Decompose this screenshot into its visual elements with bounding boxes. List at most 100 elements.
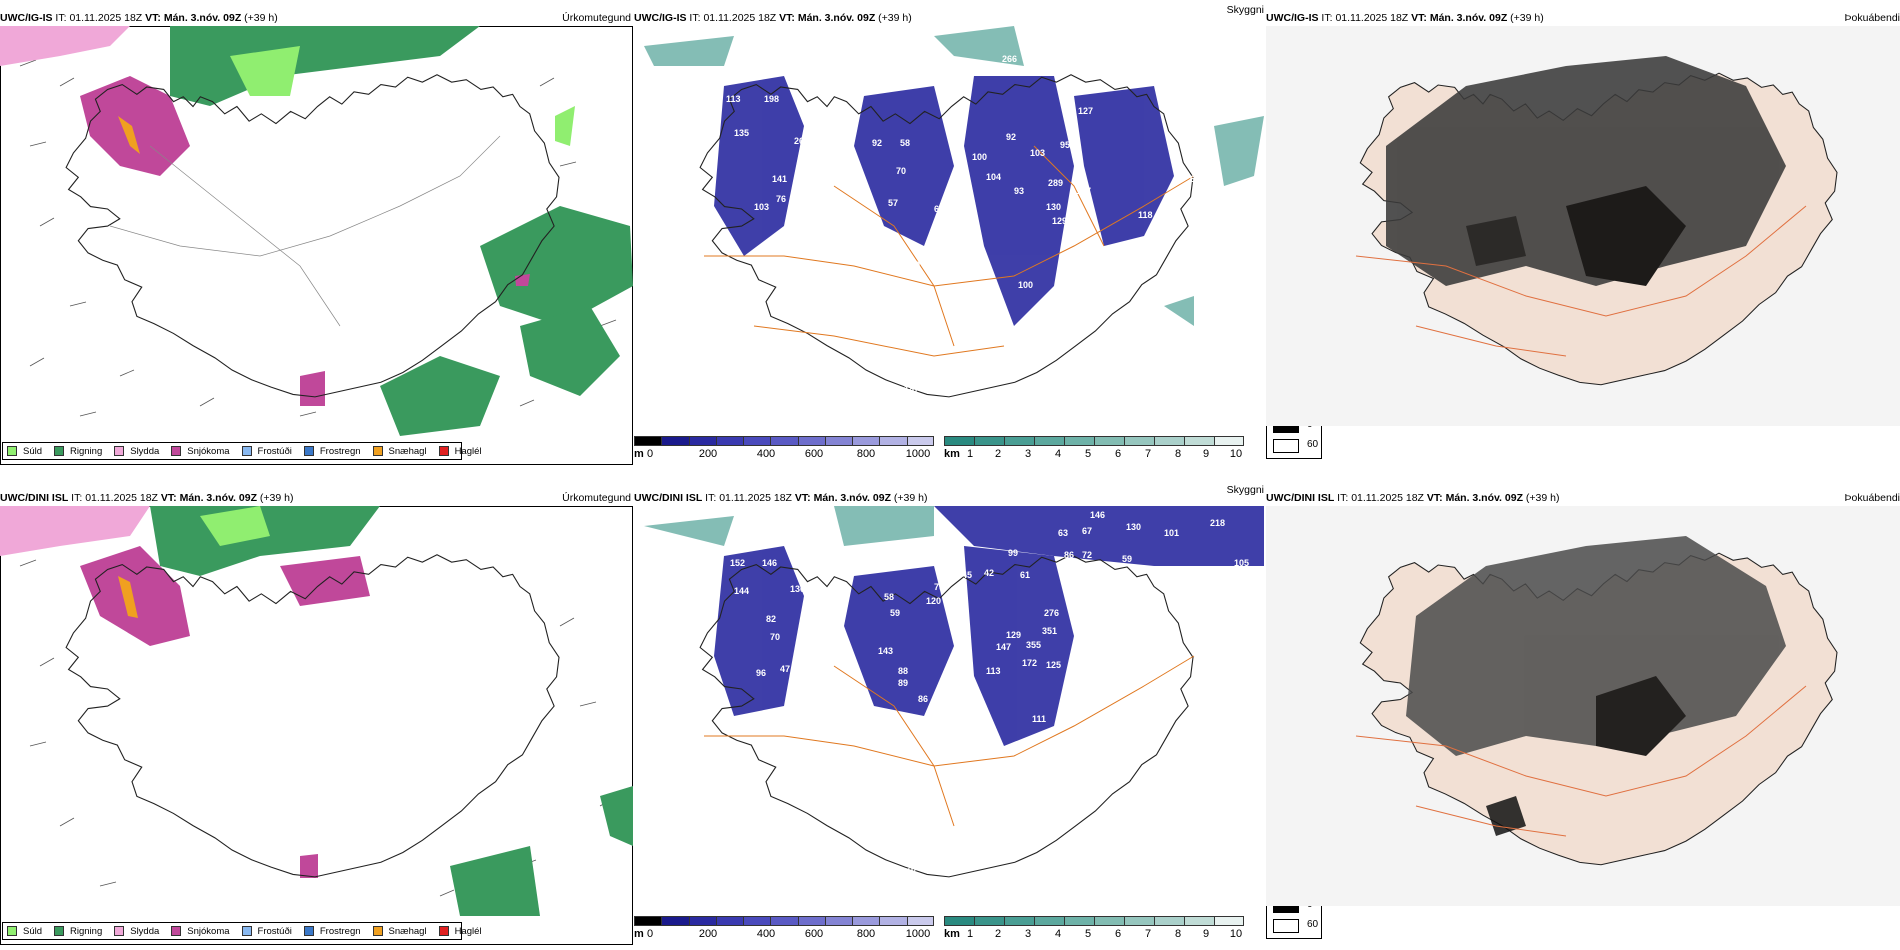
colorbar-segment — [1034, 436, 1064, 446]
svg-text:92: 92 — [872, 138, 882, 148]
svg-text:190: 190 — [1130, 648, 1145, 658]
svg-text:59: 59 — [1122, 554, 1132, 564]
colorbar-segment — [1124, 436, 1154, 446]
svg-text:105: 105 — [1234, 558, 1249, 568]
svg-text:125: 125 — [1046, 660, 1061, 670]
svg-text:50: 50 — [1062, 338, 1072, 348]
svg-text:111: 111 — [1032, 714, 1046, 724]
svg-text:82: 82 — [766, 614, 776, 624]
svg-text:135: 135 — [734, 128, 749, 138]
legend-item: Snjókoma — [171, 446, 230, 457]
colorbar-segment — [743, 916, 771, 926]
cloud-base-map: 113 198 135 266 437 141 76 103 48 163 10… — [644, 26, 1264, 398]
snow-area — [300, 371, 325, 406]
cloud-labels: 152 146 144 136 82 70 96 47 58 59 143 88… — [730, 510, 1249, 874]
panel-header: UWC/IG-IS IT: 01.11.2025 18Z VT: Mán. 3.… — [1266, 12, 1544, 24]
svg-text:88: 88 — [898, 666, 908, 676]
visibility-colorbar — [944, 916, 1244, 926]
svg-text:104: 104 — [986, 172, 1001, 182]
colorbar-segment — [1004, 436, 1034, 446]
svg-text:437: 437 — [820, 136, 835, 146]
colorbar-segment — [944, 916, 974, 926]
colorbar-segment — [1004, 916, 1034, 926]
svg-text:61: 61 — [1020, 570, 1030, 580]
vt-label: VT: — [145, 12, 161, 24]
colorbar-segment — [688, 916, 716, 926]
svg-text:218: 218 — [1210, 518, 1225, 528]
svg-text:70: 70 — [896, 166, 906, 176]
fog-indicator-panel-bottom: UWC/DINI ISL IT: 01.11.2025 18Z VT: Mán.… — [1266, 490, 1900, 906]
svg-text:70: 70 — [770, 632, 780, 642]
panel-title: Úrkomutegund — [562, 492, 631, 504]
panel-title: Skyggni — [1226, 484, 1264, 496]
graupel-area — [118, 116, 140, 154]
snow-area — [515, 274, 530, 286]
svg-text:100: 100 — [1018, 280, 1033, 290]
fog-map — [1266, 506, 1900, 906]
roads — [109, 135, 501, 327]
visibility-unit: km — [944, 448, 960, 460]
panel-title: Úrkomutegund — [562, 12, 631, 24]
colorbar-segment — [906, 436, 934, 446]
colorbar-segment — [770, 436, 798, 446]
precip-map — [0, 506, 633, 916]
colorbar-segment — [770, 916, 798, 926]
svg-text:75: 75 — [1082, 666, 1092, 676]
colorbar-segment — [1184, 436, 1214, 446]
legend-item: Súld — [7, 446, 42, 457]
colorbar-segment — [688, 436, 716, 446]
svg-text:95: 95 — [1060, 140, 1070, 150]
legend-item: Frostregn — [303, 446, 361, 457]
svg-text:59: 59 — [890, 608, 900, 618]
svg-text:57: 57 — [888, 198, 898, 208]
lead-time: (+39 h) — [244, 12, 278, 24]
drizzle-area — [555, 106, 575, 146]
svg-text:48: 48 — [780, 238, 790, 248]
svg-text:355: 355 — [1026, 640, 1041, 650]
svg-text:99: 99 — [1008, 548, 1018, 558]
svg-text:266: 266 — [794, 136, 809, 146]
svg-text:96: 96 — [756, 668, 766, 678]
panel-header: UWC/IG-IS IT: 01.11.2025 18Z VT: Mán. 3.… — [634, 12, 912, 24]
svg-text:141: 141 — [772, 174, 787, 184]
colorbar-segment — [661, 916, 689, 926]
svg-text:127: 127 — [1078, 106, 1093, 116]
visibility-unit: km — [944, 928, 960, 940]
precip-type-legend: Súld Rigning Slydda Snjókoma Frostúði Fr… — [2, 922, 482, 940]
svg-text:351: 351 — [1042, 626, 1057, 636]
colorbar-segment — [824, 916, 853, 926]
legend-item: Rigning — [54, 446, 102, 457]
svg-text:129: 129 — [1052, 216, 1067, 226]
rain-area — [380, 356, 500, 436]
colorbar-segment — [634, 916, 662, 926]
colorbar-segment — [1154, 436, 1184, 446]
svg-text:120: 120 — [926, 596, 941, 606]
precip-type-panel-bottom: UWC/DINI ISL IT: 01.11.2025 18Z VT: Mán.… — [0, 490, 635, 945]
legend-item: Snæhagl — [372, 446, 427, 457]
svg-text:87: 87 — [1110, 248, 1120, 258]
svg-text:58: 58 — [900, 138, 910, 148]
svg-text:110: 110 — [1168, 198, 1183, 208]
svg-text:86: 86 — [918, 694, 928, 704]
visibility-ticks: 1 2 3 4 5 6 7 8 9 10 — [966, 928, 1243, 940]
colorbar-segment — [1154, 916, 1184, 926]
legend-item: Frostúði — [241, 446, 292, 457]
svg-text:103: 103 — [754, 202, 769, 212]
colorbar-segment — [1094, 436, 1124, 446]
precip-map — [0, 26, 633, 436]
svg-text:44: 44 — [942, 568, 952, 578]
rain-area — [450, 846, 540, 916]
ceiling-unit: m — [634, 448, 644, 460]
colorbar-segment — [797, 436, 825, 446]
fog-map — [1266, 26, 1900, 426]
colorbar-segment — [974, 436, 1004, 446]
svg-text:129: 129 — [1006, 630, 1021, 640]
svg-text:93: 93 — [1014, 186, 1024, 196]
panel-header: UWC/DINI ISL IT: 01.11.2025 18Z VT: Mán.… — [1266, 492, 1560, 504]
drizzle-areas — [230, 46, 575, 146]
svg-text:152: 152 — [730, 558, 745, 568]
rain-areas — [170, 26, 633, 436]
svg-text:143: 143 — [878, 646, 893, 656]
svg-text:130: 130 — [1046, 202, 1061, 212]
colorbar-segment — [1214, 916, 1244, 926]
